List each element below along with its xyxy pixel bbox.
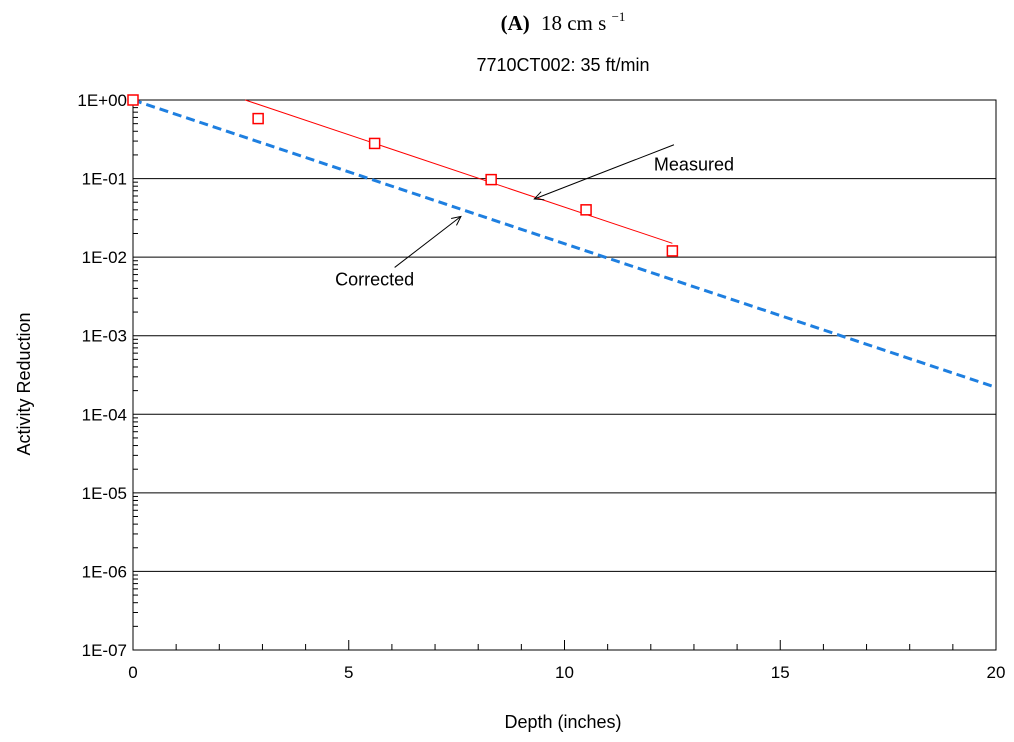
- corrected-series-line: [132, 98, 997, 389]
- plot-area-frame: [132, 99, 997, 651]
- annotation-arrowhead: [451, 215, 462, 226]
- y-tick-label: 1E-06: [82, 562, 127, 581]
- annotation-arrow-line: [394, 216, 462, 268]
- panel-speed: 18 cm s: [541, 11, 606, 35]
- x-tick-label: 0: [128, 663, 137, 682]
- annotation-arrow-line: [534, 144, 675, 200]
- annotation-arrowhead: [533, 191, 545, 201]
- y-tick-label: 1E-04: [82, 405, 127, 424]
- measured-point: [127, 94, 139, 106]
- measured-point: [252, 112, 264, 125]
- measured-point: [666, 245, 679, 257]
- annotation-label-corrected: Corrected: [335, 269, 414, 289]
- x-axis-label: Depth (inches): [504, 712, 621, 732]
- x-axis-ticks: [132, 640, 997, 650]
- y-tick-label: 1E-01: [82, 170, 127, 189]
- y-tick-label: 1E-05: [82, 484, 127, 503]
- gridlines: [133, 99, 996, 651]
- x-tick-label: 15: [771, 663, 790, 682]
- panel-letter: (A): [501, 11, 530, 35]
- panel-speed-exponent: −1: [612, 9, 626, 24]
- x-tick-label: 20: [987, 663, 1006, 682]
- y-tick-label: 1E+00: [77, 91, 127, 110]
- x-axis-tick-labels: 0 5 10 15 20: [128, 663, 1005, 682]
- minor-ticks: [133, 103, 138, 627]
- y-axis-label: Activity Reduction: [14, 312, 34, 455]
- y-tick-label: 1E-07: [82, 641, 127, 660]
- x-tick-label: 10: [555, 663, 574, 682]
- measured-points: [127, 94, 679, 257]
- y-axis-tick-labels: 1E-07 1E-06 1E-05 1E-04 1E-03 1E-02 1E-01 1E+00: [77, 91, 127, 660]
- measured-point: [485, 173, 497, 186]
- chart-title: 7710CT002: 35 ft/min: [476, 55, 649, 75]
- y-tick-label: 1E-02: [82, 248, 127, 267]
- panel-label: (A) 18 cm s −1: [501, 9, 626, 35]
- measured-point: [580, 204, 592, 216]
- annotations: Measured Corrected: [335, 144, 734, 289]
- annotation-label-measured: Measured: [654, 155, 734, 175]
- x-tick-label: 5: [344, 663, 353, 682]
- measured-fit-line: [245, 99, 673, 244]
- y-tick-label: 1E-03: [82, 327, 127, 346]
- measured-point: [368, 137, 381, 150]
